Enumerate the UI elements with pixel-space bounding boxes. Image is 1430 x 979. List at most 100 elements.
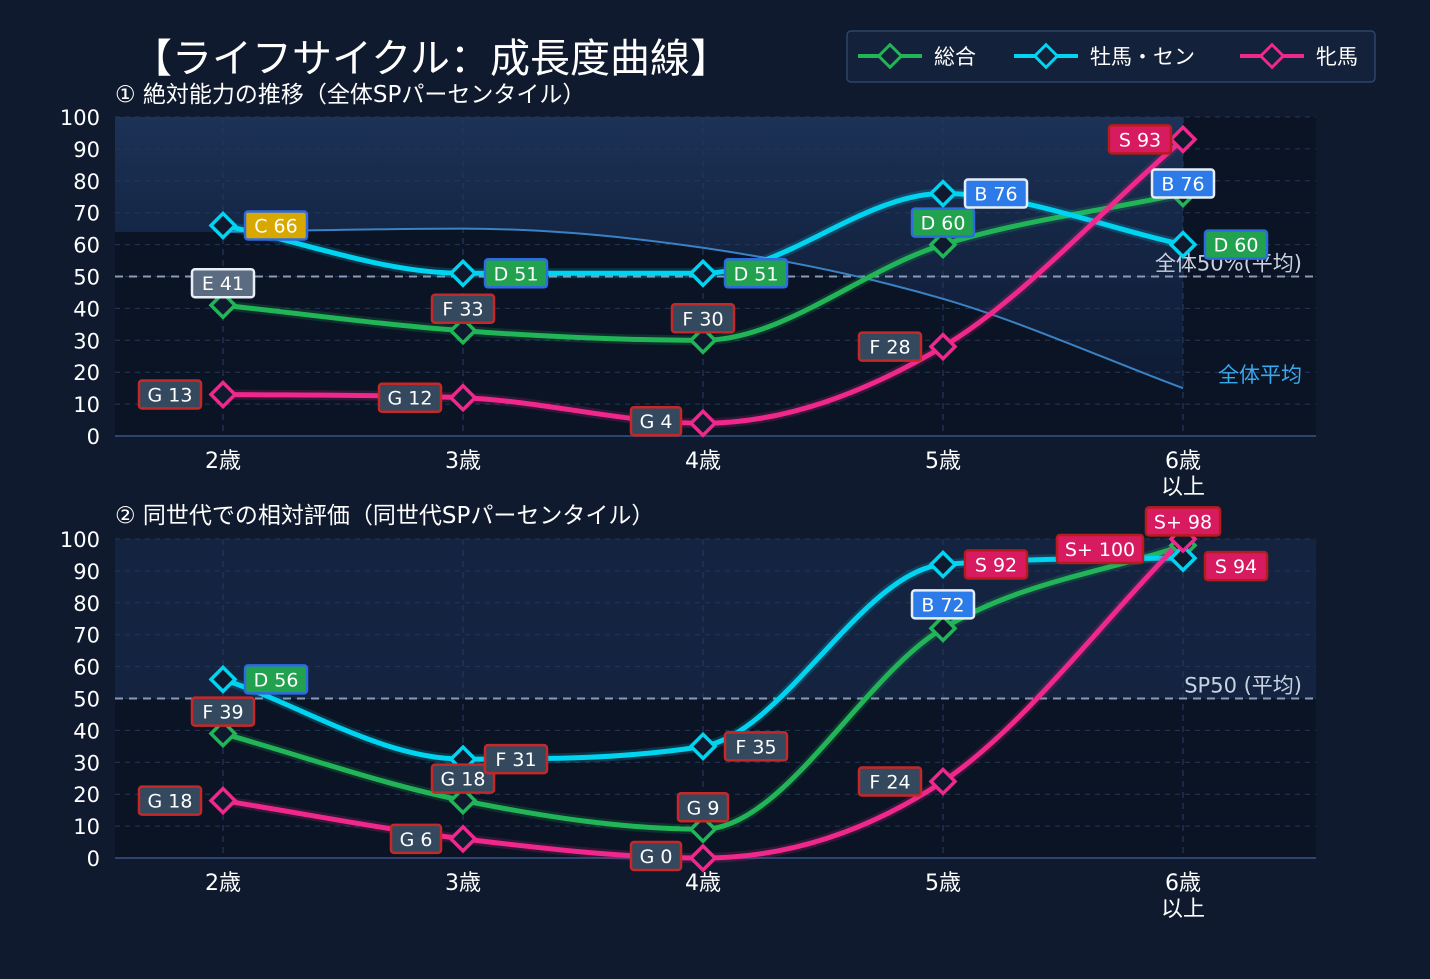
data-point bbox=[928, 230, 958, 260]
y-tick-label: 50 bbox=[73, 688, 100, 712]
data-label-box bbox=[483, 258, 549, 289]
legend-marker bbox=[1032, 42, 1060, 70]
data-label-text: G 18 bbox=[148, 791, 193, 813]
data-label: G 13 bbox=[137, 379, 203, 410]
data-label-text: F 39 bbox=[202, 702, 243, 724]
data-point bbox=[928, 332, 958, 362]
data-point bbox=[208, 210, 238, 240]
data-label: D 60 bbox=[1203, 229, 1269, 260]
data-label: D 60 bbox=[910, 207, 976, 238]
data-label-text: G 0 bbox=[640, 846, 673, 868]
y-tick-label: 20 bbox=[73, 361, 100, 385]
data-label-text: F 35 bbox=[735, 736, 776, 758]
data-point bbox=[448, 383, 478, 413]
data-label-text: F 24 bbox=[869, 771, 910, 793]
y-tick-label: 50 bbox=[73, 266, 100, 290]
average-band bbox=[115, 117, 1183, 389]
data-label-box bbox=[1055, 533, 1145, 565]
data-label: F 35 bbox=[723, 731, 789, 762]
data-label-text: B 76 bbox=[974, 184, 1017, 206]
data-label-box bbox=[430, 763, 496, 794]
data-label-text: D 60 bbox=[921, 213, 966, 235]
data-point bbox=[208, 786, 238, 816]
data-label: F 33 bbox=[430, 293, 496, 324]
x-tick-label: 4歳 bbox=[685, 871, 721, 896]
y-tick-label: 100 bbox=[60, 528, 100, 552]
data-label: G 4 bbox=[629, 405, 683, 437]
data-label: S 93 bbox=[1107, 124, 1173, 155]
y-tick-label: 30 bbox=[73, 329, 100, 353]
data-label-box bbox=[243, 210, 309, 241]
data-label: D 51 bbox=[483, 258, 549, 289]
data-label-box bbox=[629, 405, 683, 437]
data-label-text: S 93 bbox=[1119, 129, 1161, 151]
x-tick-label: 6歳以上 bbox=[1161, 449, 1205, 500]
legend-item: 牡馬・セン bbox=[1014, 42, 1195, 70]
data-label-box bbox=[963, 178, 1029, 209]
data-point bbox=[208, 290, 238, 320]
data-label-text: G 12 bbox=[388, 388, 433, 410]
data-label: D 56 bbox=[243, 664, 309, 695]
data-label-text: G 6 bbox=[400, 829, 433, 851]
data-point bbox=[928, 550, 958, 580]
data-label-text: B 76 bbox=[1161, 174, 1204, 196]
y-tick-label: 20 bbox=[73, 783, 100, 807]
data-label: S+ 100 bbox=[1055, 533, 1145, 565]
data-label: G 18 bbox=[137, 785, 203, 816]
legend-label: 牝馬 bbox=[1316, 45, 1358, 69]
data-label-text: D 56 bbox=[254, 669, 299, 691]
data-label-box bbox=[723, 731, 789, 762]
data-point bbox=[688, 731, 718, 761]
panel-relative: 0 10 20 30 40 50 60 70 80 90 100 ② 同世代での相対評価（同世代SPパ… bbox=[60, 503, 1316, 922]
average-curve bbox=[222, 227, 1184, 390]
data-label-box bbox=[483, 743, 549, 775]
data-label-text: F 33 bbox=[442, 299, 483, 321]
data-label-text: G 13 bbox=[148, 385, 193, 407]
data-label: F 28 bbox=[857, 331, 923, 362]
data-label: S 94 bbox=[1203, 550, 1269, 582]
data-label: G 18 bbox=[430, 763, 496, 794]
data-point bbox=[448, 258, 478, 288]
x-tick-label: 4歳 bbox=[685, 449, 721, 474]
data-label-box bbox=[857, 331, 923, 362]
data-label-text: S+ 98 bbox=[1154, 511, 1212, 533]
data-label-text: S+ 100 bbox=[1065, 539, 1135, 561]
legend-marker bbox=[876, 42, 904, 70]
data-label-text: G 18 bbox=[441, 769, 486, 791]
data-label: F 30 bbox=[670, 303, 736, 334]
x-tick-label: 2歳 bbox=[205, 449, 241, 474]
data-point bbox=[928, 766, 958, 796]
y-tick-label: 0 bbox=[87, 847, 100, 871]
data-point bbox=[688, 325, 718, 355]
legend-label: 牡馬・セン bbox=[1090, 45, 1195, 69]
data-label-box bbox=[190, 696, 256, 727]
data-point bbox=[688, 258, 718, 288]
data-label: G 12 bbox=[377, 382, 443, 413]
y-tick-label: 80 bbox=[73, 592, 100, 616]
data-point bbox=[448, 786, 478, 816]
y-tick-label: 90 bbox=[73, 560, 100, 584]
data-label: G 6 bbox=[389, 823, 443, 855]
data-label-text: D 51 bbox=[494, 263, 539, 285]
data-point bbox=[1168, 543, 1198, 573]
legend-label: 総合 bbox=[934, 45, 976, 69]
data-label-box bbox=[857, 766, 923, 797]
data-point bbox=[1168, 124, 1198, 154]
data-point bbox=[1168, 230, 1198, 260]
x-tick-label: 3歳 bbox=[445, 871, 481, 896]
x-tick-label: 5歳 bbox=[925, 449, 961, 474]
data-label-box bbox=[430, 293, 496, 324]
data-point bbox=[208, 719, 238, 749]
data-label-text: F 31 bbox=[495, 749, 536, 771]
data-label: F 39 bbox=[190, 696, 256, 727]
data-label: E 41 bbox=[190, 267, 256, 299]
data-point bbox=[208, 664, 238, 694]
x-tick-label: 6歳以上 bbox=[1161, 871, 1205, 922]
data-label-text: S 94 bbox=[1215, 556, 1257, 578]
y-tick-label: 10 bbox=[73, 815, 100, 839]
data-label-box bbox=[676, 792, 730, 823]
legend-item: 総合 bbox=[858, 42, 976, 70]
y-tick-label: 40 bbox=[73, 719, 100, 743]
